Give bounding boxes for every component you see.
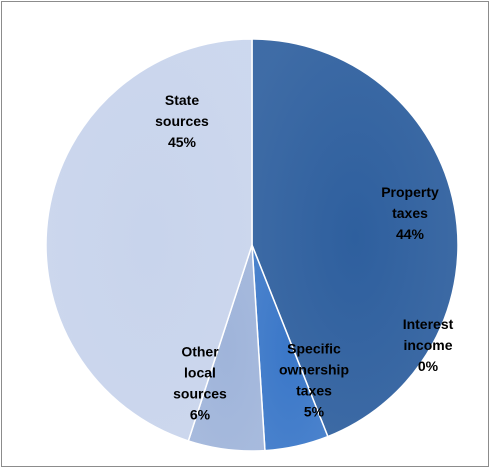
slice-value-label: 5%: [304, 404, 325, 420]
slice-property-taxes: [251, 38, 459, 438]
slice-name-line: Interest: [403, 316, 454, 332]
slice-name-line: local: [184, 365, 216, 381]
slice-name-line: taxes: [296, 383, 332, 399]
slice-value-label: 44%: [396, 226, 425, 242]
slice-label-state-sources: State sources 45%: [155, 92, 209, 150]
slice-name-line: Property: [381, 184, 439, 200]
slice-value-label: 45%: [168, 134, 197, 150]
slice-name-line: Specific: [287, 341, 341, 357]
slice-name-line: Other: [181, 344, 219, 360]
slice-label-interest-income: Interest income 0%: [403, 316, 454, 374]
slice-name-line: ownership: [279, 362, 349, 378]
slice-name-line: sources: [155, 113, 209, 129]
slice-name-line: sources: [173, 386, 227, 402]
slice-value-label: 0%: [418, 358, 439, 374]
slice-label-property-taxes: Property taxes 44%: [381, 184, 439, 242]
slice-name-line: taxes: [392, 205, 428, 221]
slice-state-sources: [45, 38, 253, 442]
slice-label-other-local-sources: Other local sources 6%: [173, 344, 227, 423]
slice-value-label: 6%: [190, 407, 211, 423]
slice-label-specific-ownership-taxes: Specific ownership taxes 5%: [279, 341, 349, 420]
slice-name-line: income: [403, 337, 452, 353]
slice-name-line: State: [165, 92, 199, 108]
